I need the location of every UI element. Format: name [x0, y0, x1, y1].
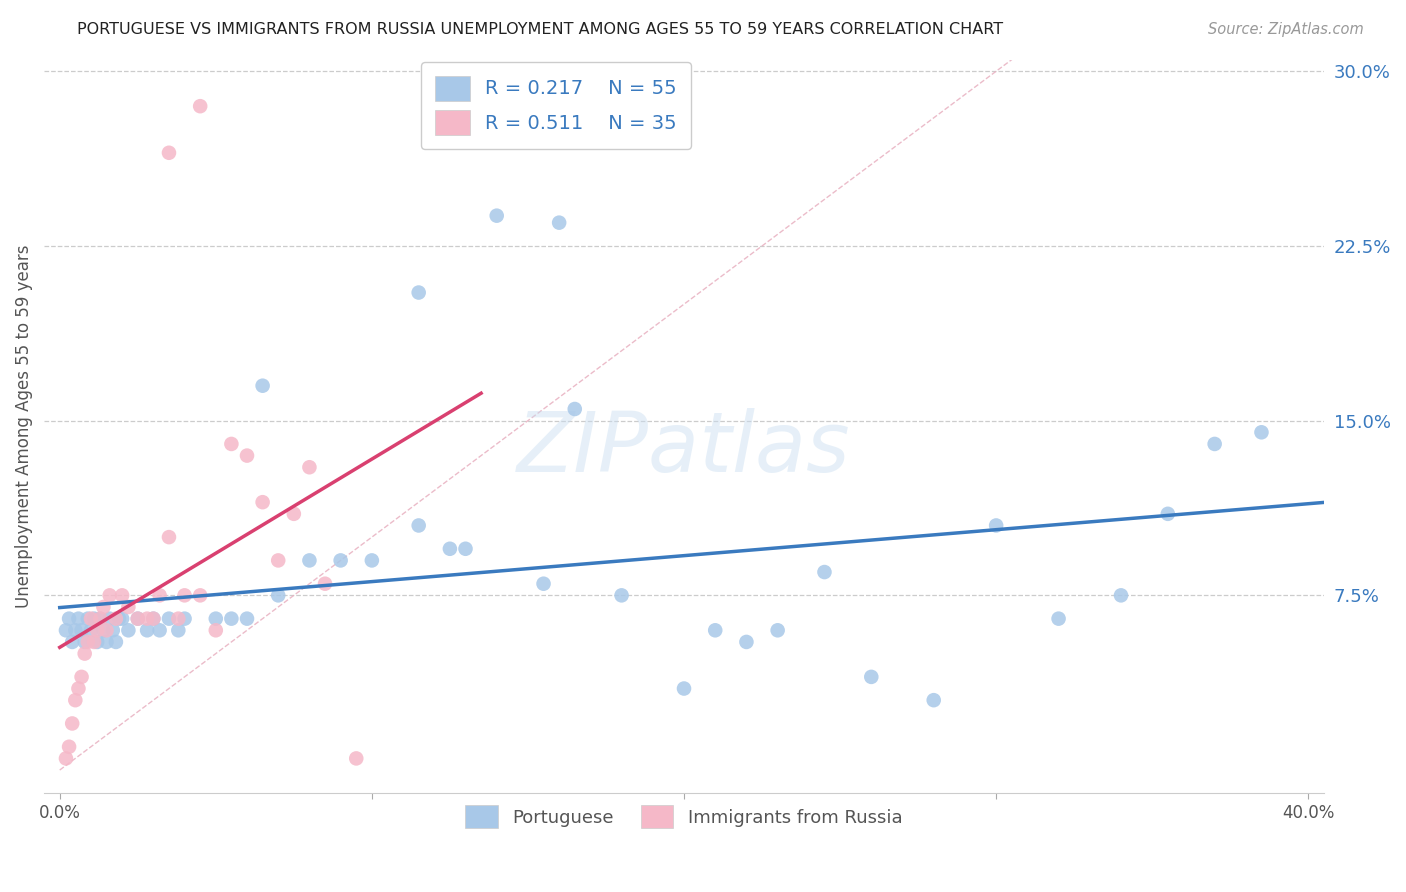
- Point: [149, 588, 172, 602]
- Point: [986, 518, 1008, 533]
- Point: [76, 635, 98, 649]
- Point: [252, 495, 274, 509]
- Point: [142, 612, 165, 626]
- Point: [142, 612, 165, 626]
- Point: [89, 612, 111, 626]
- Point: [1157, 507, 1180, 521]
- Text: PORTUGUESE VS IMMIGRANTS FROM RUSSIA UNEMPLOYMENT AMONG AGES 55 TO 59 YEARS CORR: PORTUGUESE VS IMMIGRANTS FROM RUSSIA UNE…: [77, 22, 1004, 37]
- Text: Source: ZipAtlas.com: Source: ZipAtlas.com: [1208, 22, 1364, 37]
- Point: [236, 612, 259, 626]
- Point: [252, 378, 274, 392]
- Point: [298, 553, 321, 567]
- Point: [1047, 612, 1070, 626]
- Point: [67, 681, 90, 696]
- Point: [173, 588, 195, 602]
- Point: [127, 612, 149, 626]
- Point: [104, 612, 127, 626]
- Point: [360, 553, 382, 567]
- Point: [439, 541, 461, 556]
- Point: [1109, 588, 1132, 602]
- Point: [204, 624, 226, 638]
- Point: [485, 209, 508, 223]
- Point: [58, 739, 80, 754]
- Point: [672, 681, 695, 696]
- Point: [86, 635, 108, 649]
- Point: [117, 599, 139, 614]
- Point: [221, 612, 243, 626]
- Point: [89, 612, 111, 626]
- Point: [73, 647, 96, 661]
- Point: [167, 612, 190, 626]
- Point: [60, 635, 83, 649]
- Point: [80, 612, 103, 626]
- Point: [314, 576, 336, 591]
- Point: [65, 693, 87, 707]
- Point: [111, 588, 134, 602]
- Legend: Portuguese, Immigrants from Russia: Portuguese, Immigrants from Russia: [458, 798, 910, 836]
- Point: [96, 635, 118, 649]
- Point: [73, 635, 96, 649]
- Point: [344, 751, 367, 765]
- Point: [533, 576, 555, 591]
- Point: [813, 565, 835, 579]
- Point: [86, 624, 108, 638]
- Point: [548, 216, 571, 230]
- Point: [70, 624, 93, 638]
- Point: [157, 612, 180, 626]
- Point: [101, 624, 124, 638]
- Point: [766, 624, 789, 638]
- Y-axis label: Unemployment Among Ages 55 to 59 years: Unemployment Among Ages 55 to 59 years: [15, 244, 32, 608]
- Point: [136, 624, 159, 638]
- Point: [157, 530, 180, 544]
- Point: [98, 588, 121, 602]
- Point: [96, 624, 118, 638]
- Point: [408, 518, 430, 533]
- Point: [173, 612, 195, 626]
- Point: [236, 449, 259, 463]
- Point: [60, 716, 83, 731]
- Point: [83, 635, 105, 649]
- Point: [188, 588, 211, 602]
- Point: [735, 635, 758, 649]
- Text: ZIPatlas: ZIPatlas: [517, 408, 851, 489]
- Point: [93, 624, 115, 638]
- Point: [136, 612, 159, 626]
- Point: [80, 624, 103, 638]
- Point: [108, 612, 131, 626]
- Point: [283, 507, 305, 521]
- Point: [76, 612, 98, 626]
- Point: [67, 612, 90, 626]
- Point: [1250, 425, 1272, 440]
- Point: [65, 624, 87, 638]
- Point: [55, 751, 77, 765]
- Point: [55, 624, 77, 638]
- Point: [704, 624, 727, 638]
- Point: [93, 599, 115, 614]
- Point: [860, 670, 883, 684]
- Point: [221, 437, 243, 451]
- Point: [454, 541, 477, 556]
- Point: [564, 402, 586, 417]
- Point: [204, 612, 226, 626]
- Point: [922, 693, 945, 707]
- Point: [70, 670, 93, 684]
- Point: [104, 635, 127, 649]
- Point: [267, 588, 290, 602]
- Point: [83, 612, 105, 626]
- Point: [149, 624, 172, 638]
- Point: [111, 612, 134, 626]
- Point: [157, 145, 180, 160]
- Point: [167, 624, 190, 638]
- Point: [117, 624, 139, 638]
- Point: [267, 553, 290, 567]
- Point: [127, 612, 149, 626]
- Point: [98, 612, 121, 626]
- Point: [1204, 437, 1226, 451]
- Point: [329, 553, 352, 567]
- Point: [298, 460, 321, 475]
- Point: [408, 285, 430, 300]
- Point: [188, 99, 211, 113]
- Point: [610, 588, 633, 602]
- Point: [58, 612, 80, 626]
